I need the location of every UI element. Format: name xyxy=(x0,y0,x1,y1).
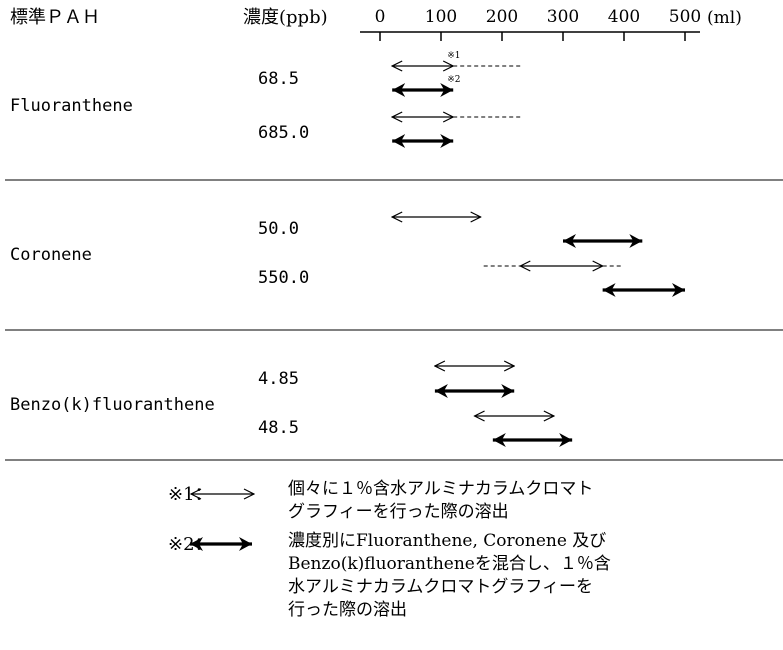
legend-text-mixture: 濃度別にFluoranthene, Coronene 及び Benzo(k)fl… xyxy=(288,531,611,620)
compound-group: Benzo(k)fluoranthene 4.85 48.5 xyxy=(10,366,573,447)
concentration-label: 550.0 xyxy=(258,268,309,288)
legend-text-individual: 個々に１％含水アルミナカラムクロマト グラフィーを行った際の溶出 xyxy=(288,479,594,522)
compound-label: Benzo(k)fluoranthene xyxy=(10,395,215,415)
unit-label: (ml) xyxy=(707,8,742,28)
compound-group: Coronene 50.0 550.0 xyxy=(10,217,685,297)
concentration-label: 685.0 xyxy=(258,123,309,143)
concentration-column-header: 濃度(ppb) xyxy=(243,7,328,28)
concentration-label: 4.85 xyxy=(258,369,299,389)
compound-group: Fluoranthene 68.5 ※1 ※2 685.0 xyxy=(10,51,521,148)
compound-column-header: 標準ＰＡＨ xyxy=(10,7,100,28)
x-tick-label: 500 xyxy=(669,7,701,27)
x-tick-label: 0 xyxy=(375,7,386,27)
x-tick-label: 100 xyxy=(425,7,457,27)
concentration-label: 50.0 xyxy=(258,219,299,239)
chart-groups: Fluoranthene 68.5 ※1 ※2 685.0 Coronene 50.0 550… xyxy=(10,51,685,447)
compound-label: Fluoranthene xyxy=(10,96,133,116)
x-tick-label: 400 xyxy=(608,7,640,27)
x-tick-label: 200 xyxy=(486,7,518,27)
x-axis-ticks: 0 100 200 300 400 500 xyxy=(375,7,701,41)
compound-label: Coronene xyxy=(10,245,92,265)
x-tick-label: 300 xyxy=(547,7,579,27)
arrow-note-label: ※2 xyxy=(447,75,460,85)
concentration-label: 68.5 xyxy=(258,69,299,89)
concentration-label: 48.5 xyxy=(258,418,299,438)
arrow-note-label: ※1 xyxy=(447,51,460,61)
